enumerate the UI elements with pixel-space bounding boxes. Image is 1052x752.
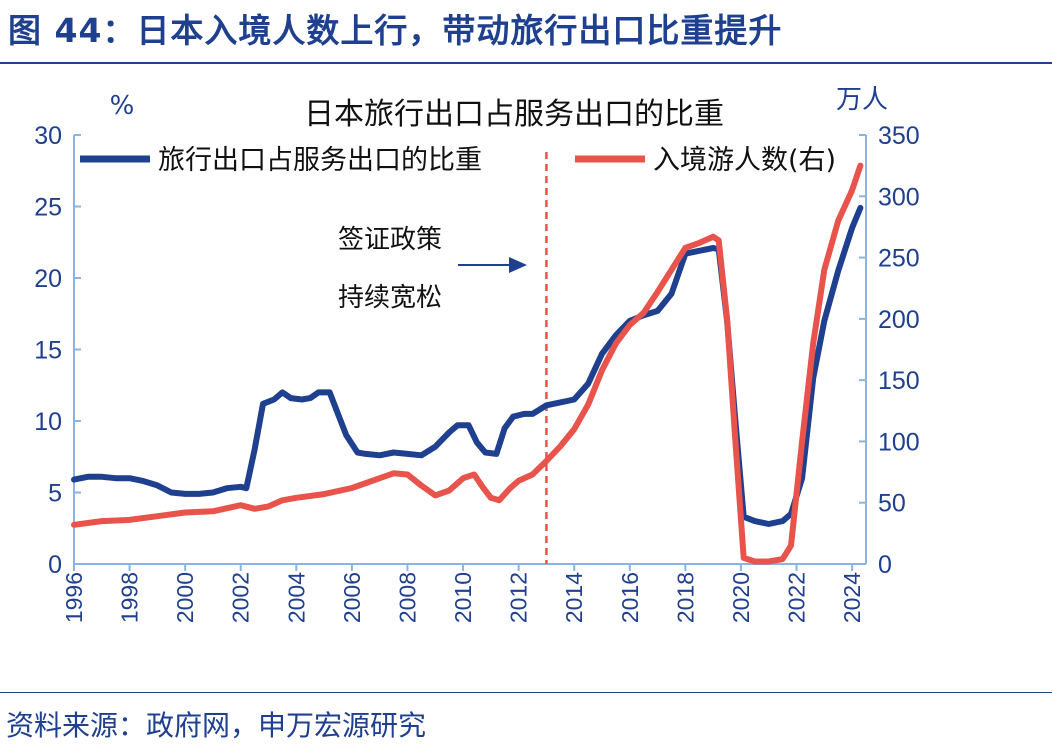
left-tick-label: 10	[34, 408, 62, 436]
right-tick-label: 0	[878, 551, 892, 579]
legend-label-travel-share: 旅行出口占服务出口的比重	[158, 145, 482, 176]
dual-axis-line-chart: 日本旅行出口占服务出口的比重% 万人05101520253005010015020…	[34, 85, 920, 623]
right-tick-label: 200	[878, 306, 920, 334]
x-tick-label: 2006	[339, 572, 365, 623]
x-tick-label: 2020	[728, 572, 754, 623]
figure-title: 图 44：日本入境人数上行，带动旅行出口比重提升	[8, 11, 783, 50]
legend-label-inbound-visitors: 入境游人数(右)	[653, 145, 836, 176]
right-tick-label: 350	[878, 122, 920, 150]
annotation-line-1: 签证政策	[338, 225, 442, 255]
right-tick-label: 100	[878, 428, 920, 456]
x-tick-label: 2000	[172, 572, 198, 623]
right-tick-label: 300	[878, 183, 920, 211]
x-tick-label: 2008	[394, 572, 420, 623]
left-tick-label: 20	[34, 265, 62, 293]
left-tick-label: 25	[34, 194, 62, 222]
right-tick-label: 250	[878, 245, 920, 273]
x-tick-label: 2002	[228, 572, 254, 623]
annotation-arrow-head	[509, 257, 527, 273]
x-tick-label: 2010	[450, 572, 476, 623]
right-tick-label: 50	[878, 490, 906, 518]
x-tick-label: 2014	[561, 572, 587, 623]
annotation-line-2: 持续宽松	[338, 283, 442, 313]
x-tick-label: 1996	[61, 572, 87, 623]
x-tick-label: 2004	[283, 572, 309, 623]
x-tick-label: 2012	[506, 572, 532, 623]
left-tick-label: 5	[48, 480, 62, 508]
x-tick-label: 2022	[784, 572, 810, 623]
x-tick-label: 2024	[839, 572, 865, 623]
left-tick-label: 30	[34, 122, 62, 150]
right-tick-label: 150	[878, 367, 920, 395]
x-tick-label: 2016	[617, 572, 643, 623]
x-tick-label: 2018	[672, 572, 698, 623]
inbound-visitors-series-line	[71, 162, 864, 565]
x-tick-label: 1998	[117, 572, 143, 623]
chart-title: 日本旅行出口占服务出口的比重	[304, 97, 724, 132]
left-tick-label: 0	[48, 551, 62, 579]
left-axis-unit: %	[110, 91, 135, 121]
title-rule	[0, 62, 1052, 64]
right-axis-unit: 万人	[836, 85, 888, 115]
left-tick-label: 15	[34, 337, 62, 365]
source-rule	[0, 692, 1052, 693]
source-note: 资料来源：政府网，申万宏源研究	[6, 709, 427, 742]
